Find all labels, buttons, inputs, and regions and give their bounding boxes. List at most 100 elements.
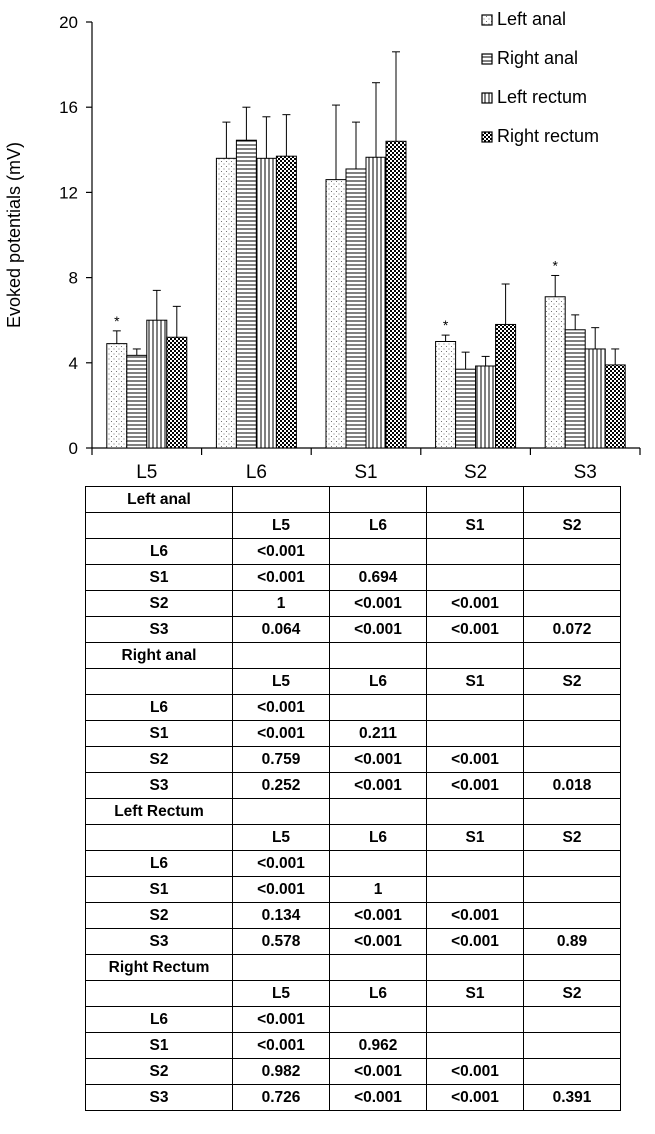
table-cell: <0.001 [232, 876, 330, 903]
table-cell [523, 538, 621, 565]
table-cell [523, 694, 621, 721]
table-cell: <0.001 [329, 928, 427, 955]
table-row: S2 0.134 <0.001 <0.001 [85, 902, 621, 929]
table-row: L6 <0.001 [85, 850, 621, 877]
bar [235, 139, 257, 449]
table-cell [426, 720, 524, 747]
table-header-row: L5 L6 S1 S2 [85, 512, 621, 539]
p-value-table: Left anal L5 L6 S1 S2 L6 <0.001 S1 <0.001 0.694 S2… [85, 486, 621, 1111]
table-cell [523, 876, 621, 903]
bar [255, 157, 277, 449]
legend-label: Right anal [497, 48, 578, 68]
table-cell: 0.018 [523, 772, 621, 799]
table-column-header: S1 [426, 668, 524, 695]
table-cell [329, 694, 427, 721]
table-cell [426, 876, 524, 903]
table-cell: <0.001 [329, 902, 427, 929]
y-tick-label: 20 [59, 13, 78, 32]
table-row-label: L6 [85, 1006, 233, 1033]
table-cell [426, 1032, 524, 1059]
table-row: L6 <0.001 [85, 538, 621, 565]
table-cell: <0.001 [329, 1084, 427, 1111]
table-cell [523, 902, 621, 929]
table-cell: <0.001 [426, 1084, 524, 1111]
significance-asterisk: * [114, 313, 120, 329]
table-row-label: S2 [85, 902, 233, 929]
table-cell [426, 1006, 524, 1033]
table-cell: <0.001 [329, 590, 427, 617]
table-column-header: L6 [329, 668, 427, 695]
table-cell [523, 564, 621, 591]
table-cell: 0.391 [523, 1084, 621, 1111]
y-axis-title: Evoked potentials (mV) [4, 142, 24, 328]
bar-chart: Evoked potentials (mV) 0 4 8 12 16 20 L5 L6 S1 S2… [4, 9, 641, 483]
table-row-label: S3 [85, 772, 233, 799]
table-group-title-row: Left anal [85, 486, 621, 513]
table-cell: <0.001 [232, 1032, 330, 1059]
table-header-row: L5 L6 S1 S2 [85, 668, 621, 695]
table-cell [426, 954, 524, 981]
table-column-header: L6 [329, 512, 427, 539]
significance-asterisk: * [443, 317, 449, 333]
table-cell [85, 980, 233, 1007]
bar [325, 179, 347, 449]
table-column-header: L5 [232, 824, 330, 851]
table-cell: 0.962 [329, 1032, 427, 1059]
table-cell: <0.001 [329, 746, 427, 773]
table-cell: <0.001 [426, 928, 524, 955]
table-row-label: S3 [85, 1084, 233, 1111]
y-tick-label: 16 [59, 98, 78, 117]
table-row: S3 0.252 <0.001 <0.001 0.018 [85, 772, 621, 799]
table-column-header: S2 [523, 512, 621, 539]
table-cell [426, 798, 524, 825]
legend-label: Left anal [497, 9, 566, 29]
table-row-label: L6 [85, 538, 233, 565]
table-column-header: L6 [329, 824, 427, 851]
table-cell [523, 720, 621, 747]
table-cell: <0.001 [426, 772, 524, 799]
bar [215, 157, 237, 449]
table-row-label: S1 [85, 1032, 233, 1059]
y-tick-label: 8 [69, 269, 78, 288]
x-tick-label: L6 [246, 462, 267, 483]
table-cell [523, 954, 621, 981]
table-cell [85, 668, 233, 695]
table-row-label: L6 [85, 850, 233, 877]
table-cell [523, 1058, 621, 1085]
table-column-header: L6 [329, 980, 427, 1007]
table-cell: 0.134 [232, 902, 330, 929]
table-cell [523, 1006, 621, 1033]
table-row-label: L6 [85, 694, 233, 721]
table-group-title: Right anal [85, 642, 233, 669]
table-column-header: S2 [523, 980, 621, 1007]
table-cell: <0.001 [232, 538, 330, 565]
table-row-label: S2 [85, 746, 233, 773]
legend-swatch [481, 53, 493, 65]
table-row: S3 0.064 <0.001 <0.001 0.072 [85, 616, 621, 643]
table-row: S2 0.982 <0.001 <0.001 [85, 1058, 621, 1085]
table-cell: 0.211 [329, 720, 427, 747]
bar [385, 140, 407, 449]
table-row-label: S3 [85, 616, 233, 643]
bar [544, 296, 566, 449]
table-cell: 0.759 [232, 746, 330, 773]
table-row: L6 <0.001 [85, 694, 621, 721]
table-column-header: S2 [523, 824, 621, 851]
table-row-label: S2 [85, 590, 233, 617]
table-row: S2 1 <0.001 <0.001 [85, 590, 621, 617]
bar [146, 319, 168, 449]
table-cell [426, 694, 524, 721]
table-cell [329, 642, 427, 669]
table-cell: <0.001 [232, 720, 330, 747]
legend-swatch [481, 92, 493, 104]
table-cell [523, 746, 621, 773]
table-row: L6 <0.001 [85, 1006, 621, 1033]
table-cell: <0.001 [232, 694, 330, 721]
table-cell [523, 642, 621, 669]
bar [106, 343, 128, 449]
table-cell: <0.001 [426, 590, 524, 617]
table-cell: 0.982 [232, 1058, 330, 1085]
table-group-title: Left Rectum [85, 798, 233, 825]
table-row: S1 <0.001 0.962 [85, 1032, 621, 1059]
table-cell [523, 1032, 621, 1059]
